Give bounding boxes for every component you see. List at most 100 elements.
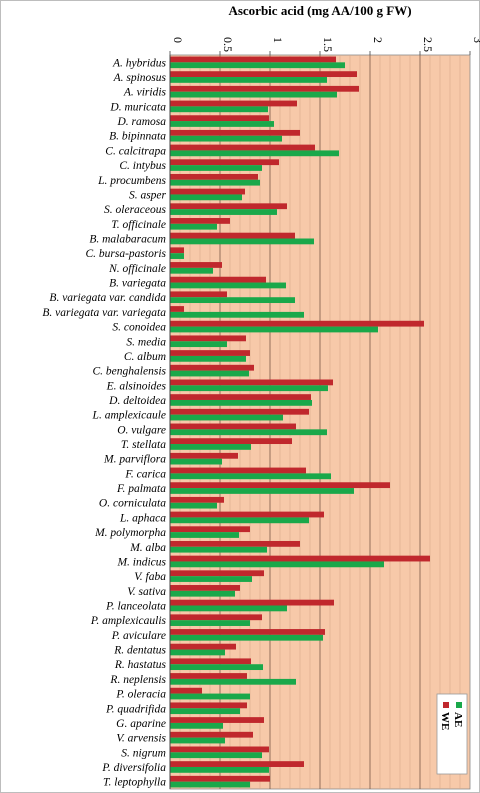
category-label: B. variegata (109, 278, 166, 290)
bar-ae (170, 634, 323, 641)
bar-ae (170, 473, 331, 480)
bar-we (170, 423, 296, 430)
category-label: O. vulgare (117, 424, 166, 436)
legend-label-ae: AE (452, 712, 464, 727)
bar-ae (170, 458, 222, 465)
bar-we (170, 408, 309, 415)
bar-ae (170, 311, 304, 318)
bar-ae (170, 282, 286, 289)
bar-ae (170, 429, 327, 436)
bar-we (170, 350, 250, 356)
bar-ae (170, 488, 354, 494)
bar-we (170, 585, 240, 591)
bar-we (170, 203, 287, 210)
bar-ae (170, 253, 184, 259)
category-label: B. malabaracum (89, 234, 166, 246)
bar-ae (170, 165, 262, 171)
bar-we (170, 452, 238, 459)
bar-we (170, 364, 254, 371)
category-label: A. viridis (123, 87, 167, 99)
category-label: P. lanceolata (105, 601, 166, 613)
category-label: A. hybridus (112, 57, 167, 69)
bar-ae (170, 517, 309, 524)
bar-we (170, 599, 334, 606)
bar-we (170, 379, 333, 386)
bar-we (170, 643, 236, 650)
bar-we (170, 614, 262, 621)
x-tick-label: 0 (171, 37, 185, 43)
bar-we (170, 218, 230, 224)
bar-we (170, 570, 264, 577)
bar-we (170, 673, 247, 679)
bar-we (170, 629, 325, 635)
x-tick-label: 2 (371, 37, 385, 43)
bar-we (170, 291, 227, 298)
category-label: P. diversifolia (101, 762, 166, 774)
legend-swatch-we (443, 702, 449, 708)
category-label: V. sativa (127, 586, 166, 598)
legend-box (436, 693, 468, 775)
bar-we (170, 526, 250, 533)
bar-ae (170, 399, 312, 406)
bar-we (170, 731, 253, 738)
bar-we (170, 482, 390, 489)
bar-ae (170, 355, 246, 362)
bar-we (170, 159, 279, 166)
bar-ae (170, 121, 274, 127)
legend: WE AE (436, 693, 468, 775)
category-label: B. bipinnata (109, 131, 166, 143)
category-label: E. alsinoides (106, 380, 167, 392)
bar-we (170, 775, 270, 782)
plot-area: 0 0.5 1 1.5 2 2.5 3 A. hybridus A. spinosus A. vi… (42, 37, 480, 790)
category-label: R. neplensis (109, 674, 166, 686)
category-label: S. asper (129, 189, 167, 201)
bar-ae (170, 781, 250, 788)
category-label: S. oleraceous (104, 204, 166, 216)
bar-ae (170, 708, 240, 715)
chart-title: Ascorbic acid (mg AA/100 g FW) (228, 3, 411, 18)
bar-ae (170, 620, 250, 626)
bar-ae (170, 722, 223, 729)
bar-ae (170, 766, 269, 773)
bar-ae (170, 209, 277, 215)
category-label: A. spinosus (113, 72, 167, 84)
x-tick-label: 2.5 (421, 37, 435, 52)
bar-ae (170, 297, 295, 304)
category-label: D. ramosa (116, 116, 166, 128)
bar-ae (170, 678, 296, 685)
bar-we (170, 100, 297, 107)
x-tick-label: 1.5 (321, 37, 335, 52)
x-tick-label: 0.5 (221, 37, 235, 52)
category-label: P. aviculare (111, 630, 166, 642)
bar-ae (170, 150, 339, 157)
bar-we (170, 173, 258, 180)
bar-ae (170, 576, 252, 582)
bar-ae (170, 135, 282, 142)
category-label: P. amplexicaulis (90, 615, 167, 627)
bar-we (170, 320, 424, 327)
bar-ae (170, 532, 239, 538)
category-label: D. deltoidea (108, 395, 166, 407)
category-label: C. benghalensis (93, 366, 167, 378)
bar-ae (170, 561, 384, 568)
category-label: M. polymorpha (94, 527, 166, 539)
category-label: O. corniculata (99, 498, 166, 510)
bar-we (170, 144, 315, 151)
category-label: B. variegata var. variegata (42, 307, 166, 319)
category-label: S. conoidea (112, 322, 166, 334)
category-label: L. amplexicaule (92, 410, 166, 422)
bar-ae (170, 502, 217, 509)
bar-we (170, 438, 292, 445)
bar-we (170, 702, 247, 709)
x-tick-label: 3 (471, 37, 480, 43)
category-label: B. variegata var. candida (49, 292, 166, 304)
category-label: F. palmata (116, 483, 166, 495)
bar-ae (170, 194, 242, 201)
category-label: C. album (124, 351, 166, 363)
category-label: P. quadrifida (105, 703, 166, 715)
bar-ae (170, 385, 328, 392)
legend-swatch-ae (456, 702, 462, 708)
bar-we (170, 394, 311, 400)
bar-ae (170, 326, 378, 333)
